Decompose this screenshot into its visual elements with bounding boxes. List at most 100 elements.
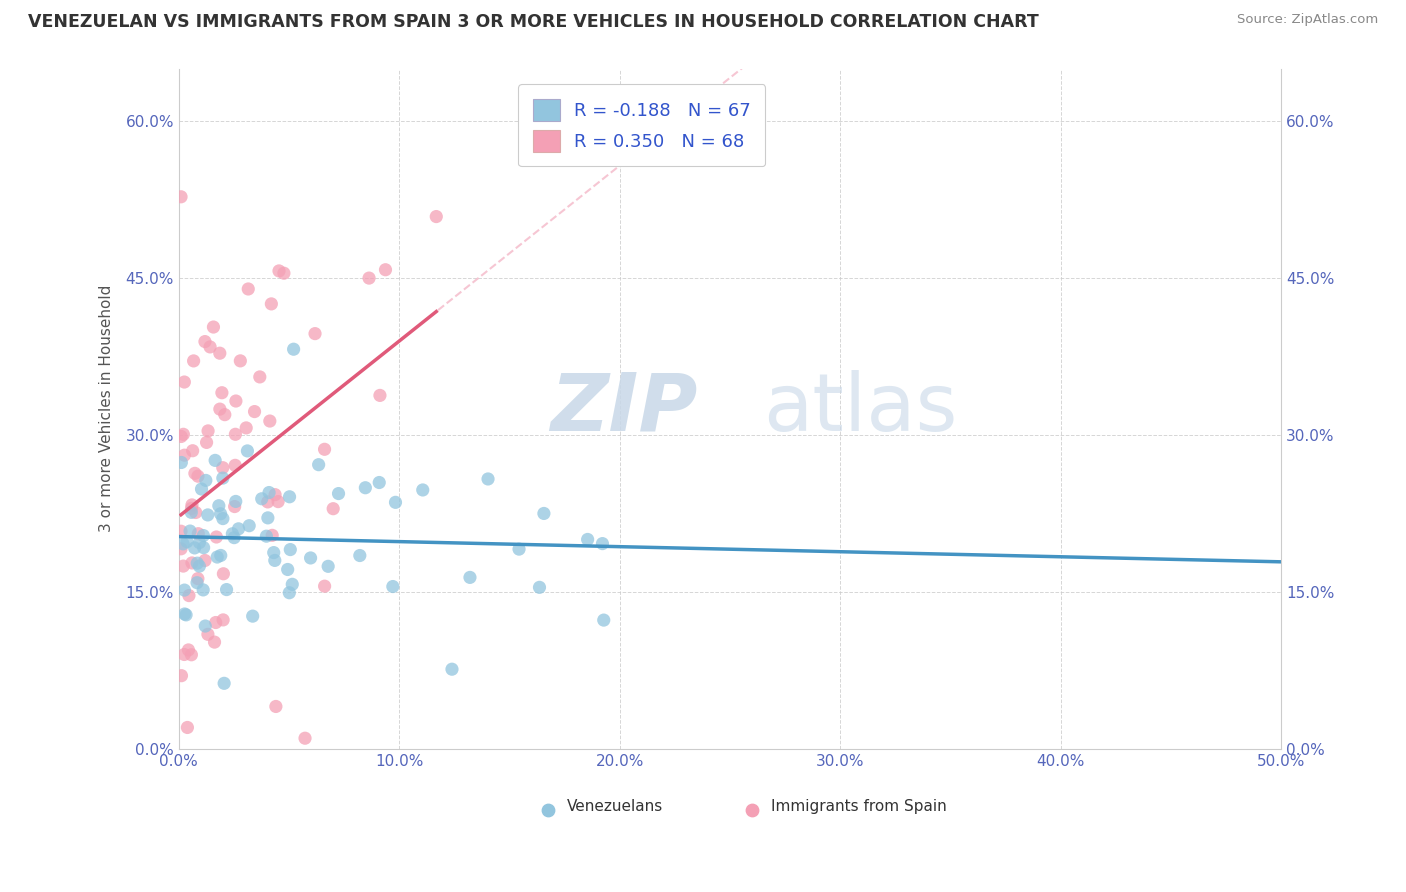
Point	[225, 394, 247, 409]
Point	[187, 469, 209, 483]
Point	[170, 429, 193, 443]
Point	[224, 500, 246, 514]
Point	[224, 531, 246, 545]
Point	[592, 613, 614, 627]
Point	[179, 524, 201, 538]
Point	[181, 498, 204, 512]
Point	[228, 522, 250, 536]
Point	[188, 559, 211, 574]
Point	[188, 535, 211, 549]
Text: Venezuelans: Venezuelans	[567, 799, 664, 814]
Point	[180, 648, 202, 662]
Point	[257, 485, 280, 500]
Point	[205, 530, 228, 544]
Point	[205, 549, 228, 564]
Text: Immigrants from Spain: Immigrants from Spain	[770, 799, 946, 814]
Point	[212, 511, 235, 525]
Point	[294, 731, 316, 746]
Point	[186, 575, 208, 590]
Point	[257, 511, 280, 525]
Point	[381, 580, 404, 594]
Point	[254, 529, 277, 543]
Point	[173, 583, 195, 598]
Point	[214, 408, 236, 422]
Point	[458, 570, 481, 584]
Point	[208, 499, 231, 513]
Point	[183, 541, 205, 555]
Point	[170, 668, 193, 682]
Point	[907, 836, 929, 850]
Point	[177, 589, 200, 603]
Point	[238, 282, 260, 296]
Text: VENEZUELAN VS IMMIGRANTS FROM SPAIN 3 OR MORE VEHICLES IN HOUSEHOLD CORRELATION : VENEZUELAN VS IMMIGRANTS FROM SPAIN 3 OR…	[28, 13, 1039, 31]
Point	[533, 507, 555, 521]
Point	[357, 271, 380, 285]
Point	[197, 424, 219, 438]
Point	[278, 586, 301, 600]
Point	[209, 507, 232, 521]
Point	[224, 427, 246, 442]
Point	[368, 475, 391, 490]
Point	[349, 549, 371, 563]
Point	[314, 442, 336, 457]
Point	[278, 542, 301, 557]
Point	[304, 326, 326, 341]
Point	[316, 559, 339, 574]
Point	[264, 488, 287, 502]
Point	[176, 534, 198, 549]
Point	[260, 297, 283, 311]
Point	[264, 699, 287, 714]
Point	[591, 536, 613, 550]
Point	[277, 562, 299, 576]
Point	[194, 474, 217, 488]
Point	[190, 482, 212, 496]
Point	[242, 609, 264, 624]
Point	[170, 524, 193, 539]
Point	[529, 580, 551, 594]
Text: Source: ZipAtlas.com: Source: ZipAtlas.com	[1237, 13, 1378, 27]
Point	[249, 370, 271, 384]
Legend: R = -0.188   N = 67, R = 0.350   N = 68: R = -0.188 N = 67, R = 0.350 N = 68	[519, 85, 765, 166]
Point	[263, 545, 285, 559]
Point	[173, 448, 195, 462]
Point	[236, 444, 259, 458]
Point	[194, 619, 217, 633]
Point	[368, 388, 391, 402]
Point	[172, 427, 194, 442]
Point	[263, 553, 285, 567]
Point	[170, 190, 193, 204]
Point	[173, 375, 195, 389]
Point	[273, 266, 295, 280]
Point	[221, 526, 243, 541]
Point	[212, 613, 235, 627]
Point	[212, 566, 235, 581]
Y-axis label: 3 or more Vehicles in Household: 3 or more Vehicles in Household	[100, 285, 114, 533]
Point	[193, 582, 215, 597]
Point	[180, 505, 202, 519]
Point	[193, 541, 215, 555]
Point	[198, 340, 221, 354]
Point	[211, 471, 233, 485]
Point	[224, 458, 246, 473]
Point	[238, 518, 260, 533]
Point	[197, 627, 219, 641]
Point	[170, 541, 193, 556]
Point	[209, 549, 232, 563]
Point	[328, 486, 350, 500]
Point	[250, 491, 273, 506]
Point	[172, 537, 194, 551]
Point	[508, 542, 530, 557]
Point	[576, 533, 599, 547]
Point	[477, 472, 499, 486]
Point	[243, 404, 266, 418]
Point	[204, 615, 226, 630]
Point	[173, 648, 195, 662]
Point	[354, 481, 377, 495]
Point	[212, 676, 235, 690]
Point	[180, 501, 202, 516]
Point	[211, 385, 233, 400]
Point	[259, 414, 281, 428]
Point	[204, 635, 226, 649]
Point	[384, 495, 406, 509]
Point	[256, 495, 278, 509]
